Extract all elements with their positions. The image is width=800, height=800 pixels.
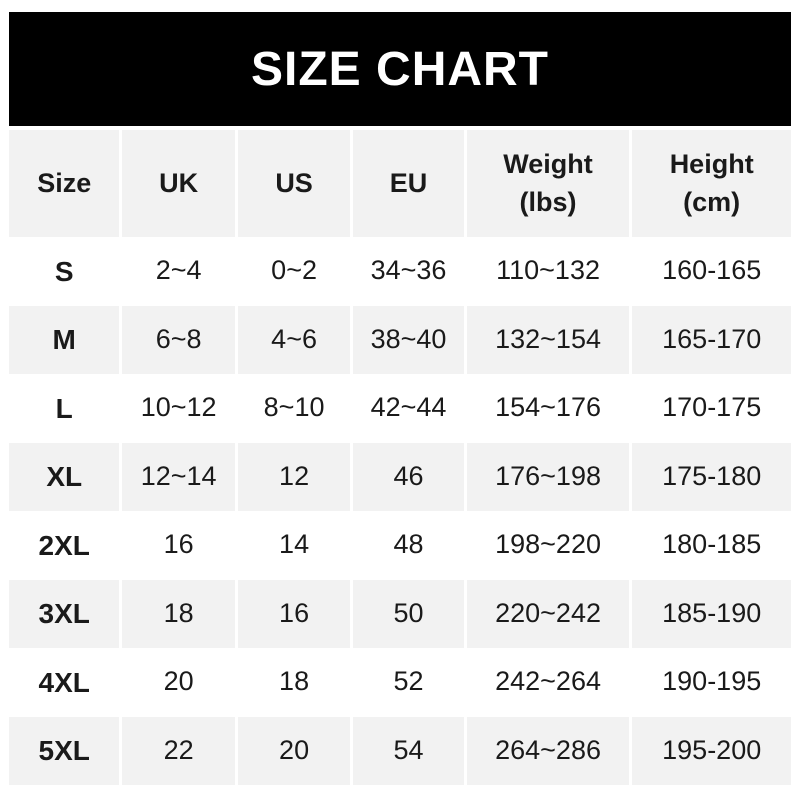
column-header-weight: Weight (lbs) <box>466 130 630 237</box>
weight-cell: 242~264 <box>466 648 630 717</box>
eu-cell: 42~44 <box>353 374 464 443</box>
us-cell: 14 <box>237 511 351 580</box>
column-header-uk: UK <box>122 130 235 237</box>
size-cell: 4XL <box>9 648 120 717</box>
weight-cell: 264~286 <box>466 716 630 785</box>
weight-cell: 110~132 <box>466 237 630 306</box>
size-cell: L <box>9 374 120 443</box>
eu-cell: 38~40 <box>353 305 464 374</box>
height-cell: 185-190 <box>632 579 791 648</box>
page-title: SIZE CHART <box>251 42 549 96</box>
weight-cell: 154~176 <box>466 374 630 443</box>
size-cell: 2XL <box>9 511 120 580</box>
eu-cell: 34~36 <box>353 237 464 306</box>
uk-cell: 16 <box>122 511 235 580</box>
column-header-size: Size <box>9 130 120 237</box>
size-cell: 3XL <box>9 579 120 648</box>
column-header-us: US <box>237 130 351 237</box>
column-header-height: Height (cm) <box>632 130 791 237</box>
us-cell: 0~2 <box>237 237 351 306</box>
eu-cell: 54 <box>353 716 464 785</box>
uk-cell: 6~8 <box>122 305 235 374</box>
height-cell: 190-195 <box>632 648 791 717</box>
weight-cell: 198~220 <box>466 511 630 580</box>
height-cell: 175-180 <box>632 442 791 511</box>
table-row-s: S 2~4 0~2 34~36 110~132 160-165 <box>9 237 791 306</box>
height-cell: 170-175 <box>632 374 791 443</box>
column-header-eu: EU <box>353 130 464 237</box>
eu-cell: 46 <box>353 442 464 511</box>
weight-cell: 220~242 <box>466 579 630 648</box>
table-row-4xl: 4XL 20 18 52 242~264 190-195 <box>9 648 791 717</box>
uk-cell: 18 <box>122 579 235 648</box>
height-cell: 160-165 <box>632 237 791 306</box>
uk-cell: 12~14 <box>122 442 235 511</box>
us-cell: 8~10 <box>237 374 351 443</box>
table-row-m: M 6~8 4~6 38~40 132~154 165-170 <box>9 305 791 374</box>
weight-cell: 176~198 <box>466 442 630 511</box>
uk-cell: 2~4 <box>122 237 235 306</box>
table-row-3xl: 3XL 18 16 50 220~242 185-190 <box>9 579 791 648</box>
table-row-xl: XL 12~14 12 46 176~198 175-180 <box>9 442 791 511</box>
us-cell: 4~6 <box>237 305 351 374</box>
height-cell: 195-200 <box>632 716 791 785</box>
size-cell: M <box>9 305 120 374</box>
height-cell: 180-185 <box>632 511 791 580</box>
eu-cell: 52 <box>353 648 464 717</box>
uk-cell: 22 <box>122 716 235 785</box>
size-cell: S <box>9 237 120 306</box>
height-cell: 165-170 <box>632 305 791 374</box>
size-cell: XL <box>9 442 120 511</box>
uk-cell: 20 <box>122 648 235 717</box>
eu-cell: 50 <box>353 579 464 648</box>
us-cell: 18 <box>237 648 351 717</box>
size-chart-banner: SIZE CHART <box>9 12 791 126</box>
size-chart-table: Size UK US EU Weight (lbs) Height (cm) S… <box>9 130 791 785</box>
us-cell: 16 <box>237 579 351 648</box>
size-cell: 5XL <box>9 716 120 785</box>
table-header-row: Size UK US EU Weight (lbs) Height (cm) <box>9 130 791 237</box>
table-row-5xl: 5XL 22 20 54 264~286 195-200 <box>9 716 791 785</box>
us-cell: 12 <box>237 442 351 511</box>
table-row-2xl: 2XL 16 14 48 198~220 180-185 <box>9 511 791 580</box>
table-row-l: L 10~12 8~10 42~44 154~176 170-175 <box>9 374 791 443</box>
eu-cell: 48 <box>353 511 464 580</box>
us-cell: 20 <box>237 716 351 785</box>
weight-cell: 132~154 <box>466 305 630 374</box>
uk-cell: 10~12 <box>122 374 235 443</box>
